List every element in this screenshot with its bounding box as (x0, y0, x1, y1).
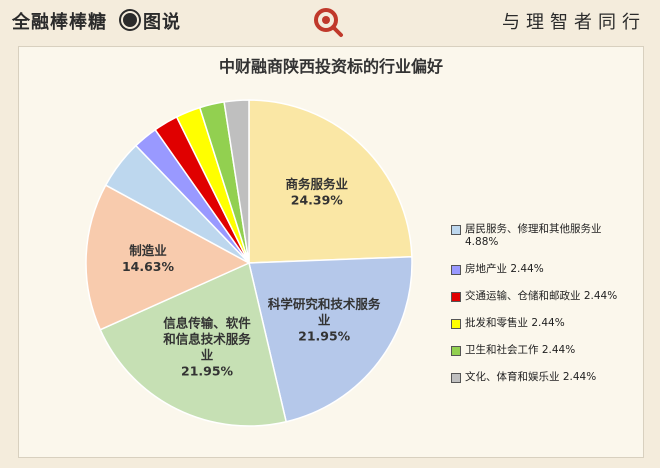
chart-panel: 中财融商陕西投资标的行业偏好 商务服务业 24.39% 科学研究和技术服务业 21.9… (18, 46, 644, 458)
magnifier-logo-icon (314, 8, 343, 37)
pie-slice (85, 184, 251, 331)
section-name: 图说 (143, 12, 181, 33)
legend-label: 4.88% (465, 236, 499, 248)
pie-chart: 商务服务业 24.39% 科学研究和技术服务业 21.95% 信息传输、软件和信息技术服… (85, 99, 413, 427)
top-bar: 全融棒棒糖 图说 与理智者同行 (0, 0, 660, 40)
slice-data-label: 科学研究和技术服务业 21.95% (268, 296, 381, 343)
bullet-icon (121, 11, 139, 29)
pie-slice (248, 99, 413, 264)
legend-item: 房地产业 2.44% (451, 263, 631, 276)
legend-item: 批发和零售业 2.44% (451, 317, 631, 330)
slice-data-label: 商务服务业 24.39% (286, 177, 349, 208)
legend-item: 交通运输、仓储和邮政业 2.44% (451, 290, 631, 303)
slice-data-label: 制造业 14.63% (122, 243, 175, 274)
slogan: 与理智者同行 (502, 12, 646, 33)
chart-title: 中财融商陕西投资标的行业偏好 (218, 57, 443, 76)
legend-label: 居民服务、修理和其他服务业 (465, 223, 602, 235)
chart-legend: 居民服务、修理和其他服务业 4.88% 房地产业 2.44% 交通运输、仓储和邮政业 … (451, 223, 631, 398)
pie-slice (223, 99, 250, 264)
pie-slice (99, 261, 288, 427)
brand: 全融棒棒糖 图说 (12, 8, 181, 34)
legend-label: 批发和零售业 2.44% (465, 317, 565, 329)
legend-item: 居民服务、修理和其他服务业 4.88% (451, 223, 631, 249)
legend-swatch (451, 292, 461, 302)
legend-swatch (451, 346, 461, 356)
legend-swatch (451, 265, 461, 275)
legend-swatch (451, 319, 461, 329)
legend-swatch (451, 373, 461, 383)
legend-label: 文化、体育和娱乐业 2.44% (465, 371, 597, 383)
brand-name: 全融棒棒糖 (12, 12, 107, 33)
legend-item: 文化、体育和娱乐业 2.44% (451, 371, 631, 384)
legend-item: 卫生和社会工作 2.44% (451, 344, 631, 357)
pie-slice (248, 255, 413, 423)
legend-label: 房地产业 2.44% (465, 263, 544, 275)
slice-data-label: 信息传输、软件和信息技术服务业 21.95% (162, 316, 251, 379)
legend-swatch (451, 225, 461, 235)
legend-label: 交通运输、仓储和邮政业 2.44% (465, 290, 618, 302)
legend-label: 卫生和社会工作 2.44% (465, 344, 576, 356)
